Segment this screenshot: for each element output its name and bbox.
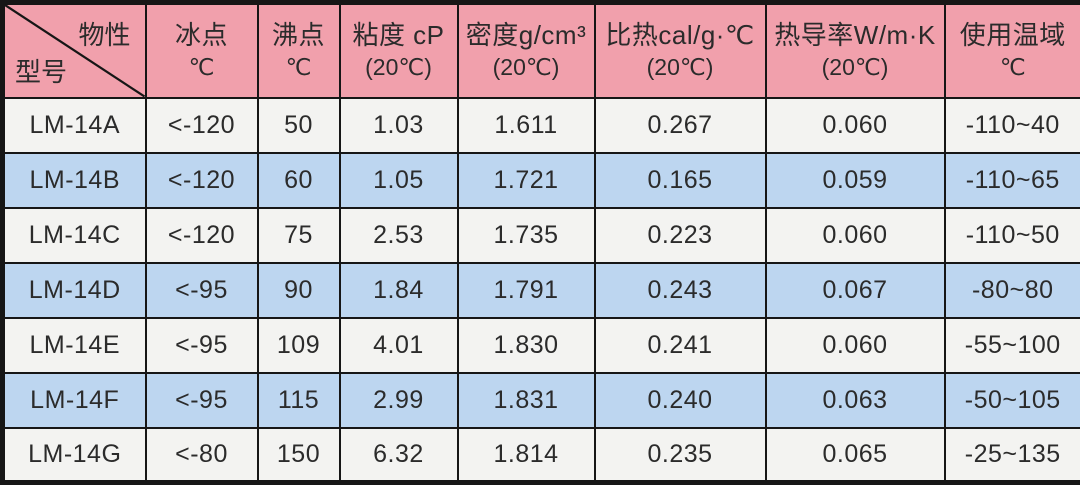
density-cell: 1.791 (458, 263, 595, 318)
boiling-point-cell: 150 (258, 428, 340, 483)
column-header-thermal-conductivity: 热导率W/m·K (20℃) (766, 3, 945, 98)
column-header-density: 密度g/cm³ (20℃) (458, 3, 595, 98)
viscosity-cell: 4.01 (340, 318, 458, 373)
viscosity-cell: 2.53 (340, 208, 458, 263)
header-label: 密度g/cm³ (459, 18, 594, 53)
operating-range-cell: -50~105 (945, 373, 1080, 428)
column-header-specific-heat: 比热cal/g·℃ (20℃) (595, 3, 766, 98)
boiling-point-cell: 75 (258, 208, 340, 263)
freezing-point-cell: <-95 (146, 318, 258, 373)
specific-heat-cell: 0.267 (595, 98, 766, 153)
viscosity-cell: 1.05 (340, 153, 458, 208)
freezing-point-cell: <-95 (146, 373, 258, 428)
header-unit: (20℃) (596, 53, 765, 83)
specific-heat-cell: 0.240 (595, 373, 766, 428)
table-row: LM-14C <-120 75 2.53 1.735 0.223 0.060 -… (3, 208, 1080, 263)
boiling-point-cell: 50 (258, 98, 340, 153)
corner-property-label: 物性 (78, 15, 130, 52)
column-header-boiling-point: 沸点 ℃ (258, 3, 340, 98)
freezing-point-cell: <-120 (146, 208, 258, 263)
header-unit: (20℃) (341, 53, 457, 83)
table-row: LM-14E <-95 109 4.01 1.830 0.241 0.060 -… (3, 318, 1080, 373)
operating-range-cell: -25~135 (945, 428, 1080, 483)
thermal-conductivity-cell: 0.060 (766, 98, 945, 153)
column-header-viscosity: 粘度 cP (20℃) (340, 3, 458, 98)
table-row: LM-14G <-80 150 6.32 1.814 0.235 0.065 -… (3, 428, 1080, 483)
model-cell: LM-14B (3, 153, 146, 208)
density-cell: 1.721 (458, 153, 595, 208)
header-label: 沸点 (259, 18, 339, 53)
table-row: LM-14D <-95 90 1.84 1.791 0.243 0.067 -8… (3, 263, 1080, 318)
model-cell: LM-14C (3, 208, 146, 263)
header-label: 使用温域 (946, 18, 1080, 53)
operating-range-cell: -110~40 (945, 98, 1080, 153)
thermal-conductivity-cell: 0.065 (766, 428, 945, 483)
boiling-point-cell: 90 (258, 263, 340, 318)
header-unit: (20℃) (767, 53, 944, 83)
header-unit: ℃ (259, 53, 339, 83)
column-header-operating-range: 使用温域 ℃ (945, 3, 1080, 98)
freezing-point-cell: <-120 (146, 98, 258, 153)
viscosity-cell: 6.32 (340, 428, 458, 483)
table-row: LM-14B <-120 60 1.05 1.721 0.165 0.059 -… (3, 153, 1080, 208)
operating-range-cell: -80~80 (945, 263, 1080, 318)
freezing-point-cell: <-120 (146, 153, 258, 208)
header-label: 比热cal/g·℃ (596, 18, 765, 53)
table-row: LM-14F <-95 115 2.99 1.831 0.240 0.063 -… (3, 373, 1080, 428)
operating-range-cell: -110~50 (945, 208, 1080, 263)
boiling-point-cell: 60 (258, 153, 340, 208)
freezing-point-cell: <-80 (146, 428, 258, 483)
table-row: LM-14A <-120 50 1.03 1.611 0.267 0.060 -… (3, 98, 1080, 153)
thermal-conductivity-cell: 0.067 (766, 263, 945, 318)
thermal-conductivity-cell: 0.063 (766, 373, 945, 428)
thermal-conductivity-cell: 0.059 (766, 153, 945, 208)
boiling-point-cell: 115 (258, 373, 340, 428)
corner-cell: 物性 型号 (3, 3, 146, 98)
specific-heat-cell: 0.241 (595, 318, 766, 373)
density-cell: 1.611 (458, 98, 595, 153)
density-cell: 1.831 (458, 373, 595, 428)
specific-heat-cell: 0.243 (595, 263, 766, 318)
density-cell: 1.814 (458, 428, 595, 483)
boiling-point-cell: 109 (258, 318, 340, 373)
header-row: 物性 型号 冰点 ℃ 沸点 ℃ 粘度 cP (20℃) 密度g/cm³ (20℃… (3, 3, 1080, 98)
operating-range-cell: -55~100 (945, 318, 1080, 373)
model-cell: LM-14F (3, 373, 146, 428)
viscosity-cell: 1.84 (340, 263, 458, 318)
model-cell: LM-14G (3, 428, 146, 483)
specific-heat-cell: 0.235 (595, 428, 766, 483)
header-label: 热导率W/m·K (767, 18, 944, 53)
specific-heat-cell: 0.223 (595, 208, 766, 263)
freezing-point-cell: <-95 (146, 263, 258, 318)
column-header-freezing-point: 冰点 ℃ (146, 3, 258, 98)
corner-model-label: 型号 (15, 52, 67, 89)
thermal-conductivity-cell: 0.060 (766, 318, 945, 373)
header-label: 粘度 cP (341, 18, 457, 53)
viscosity-cell: 2.99 (340, 373, 458, 428)
header-unit: (20℃) (459, 53, 594, 83)
density-cell: 1.830 (458, 318, 595, 373)
operating-range-cell: -110~65 (945, 153, 1080, 208)
viscosity-cell: 1.03 (340, 98, 458, 153)
header-label: 冰点 (147, 18, 257, 53)
header-unit: ℃ (147, 53, 257, 83)
model-cell: LM-14E (3, 318, 146, 373)
header-unit: ℃ (946, 53, 1080, 83)
specific-heat-cell: 0.165 (595, 153, 766, 208)
model-cell: LM-14D (3, 263, 146, 318)
density-cell: 1.735 (458, 208, 595, 263)
model-cell: LM-14A (3, 98, 146, 153)
thermal-conductivity-cell: 0.060 (766, 208, 945, 263)
